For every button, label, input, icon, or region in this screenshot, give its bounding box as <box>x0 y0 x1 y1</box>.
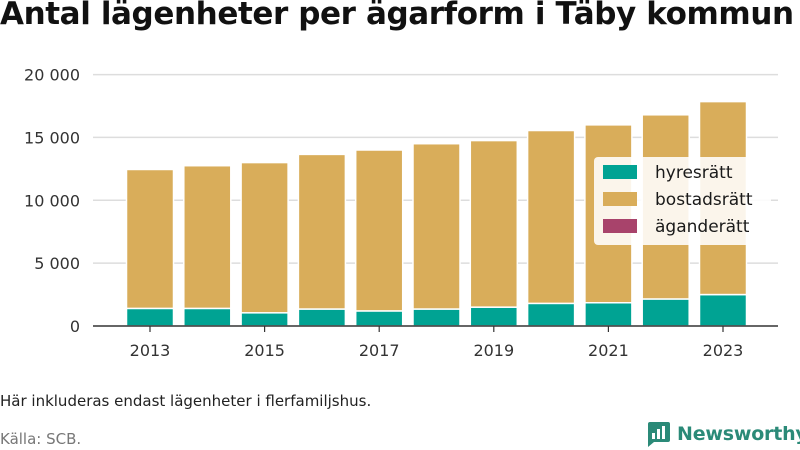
bar-segment <box>698 293 748 327</box>
y-tick-label: 15 000 <box>24 128 80 147</box>
x-tick-label: 2015 <box>244 341 285 360</box>
bar-segment <box>526 302 576 327</box>
x-tick-label: 2023 <box>703 341 744 360</box>
bar-segment <box>469 139 519 308</box>
legend-label: bostadsrätt <box>655 190 753 210</box>
x-tick-label: 2017 <box>359 341 400 360</box>
bar-segment <box>240 161 289 314</box>
brand-name: Newsworthy <box>677 423 800 445</box>
legend-label: äganderätt <box>655 217 750 237</box>
legend: hyresrätt bostadsrätt äganderätt <box>594 157 771 245</box>
x-tick-label: 2013 <box>130 341 171 360</box>
x-tick-label: 2019 <box>473 341 514 360</box>
legend-swatch <box>603 192 637 206</box>
bar-segment <box>469 306 519 327</box>
y-tick-label: 20 000 <box>24 66 80 85</box>
bar-segment <box>354 310 404 327</box>
bar-segment <box>125 307 175 327</box>
bar-segment <box>412 308 461 327</box>
legend-swatch <box>603 219 637 233</box>
legend-swatch <box>603 165 637 179</box>
axes: 0 5 000 10 000 15 000 20 000 2013 2015 2017 2019… <box>24 66 778 360</box>
bar-segment <box>297 153 347 310</box>
y-tick-label: 5 000 <box>34 254 80 273</box>
bar-segment <box>183 164 232 310</box>
bar-segment <box>125 168 175 310</box>
brand-logo: Newsworthy <box>645 420 800 448</box>
x-tick-label: 2021 <box>588 341 629 360</box>
bar-segment <box>183 307 232 327</box>
y-tick-label: 10 000 <box>24 191 80 210</box>
bar-segment <box>526 129 576 305</box>
source-text: Källa: SCB. <box>0 430 82 448</box>
bar-segment <box>354 149 404 312</box>
newsworthy-logo-icon <box>648 422 670 447</box>
chart-title: Antal lägenheter per ägarform i Täby kom… <box>0 0 794 32</box>
y-tick-label: 0 <box>70 317 80 336</box>
legend-label: hyresrätt <box>655 163 733 183</box>
bar-segment <box>240 312 289 327</box>
bar-segment <box>297 308 347 327</box>
bar-segment <box>412 142 461 310</box>
legend-box <box>594 157 771 245</box>
bar-segment <box>584 301 633 327</box>
bar-segment <box>641 298 690 327</box>
chart-note: Här inkluderas endast lägenheter i flerf… <box>0 392 372 410</box>
